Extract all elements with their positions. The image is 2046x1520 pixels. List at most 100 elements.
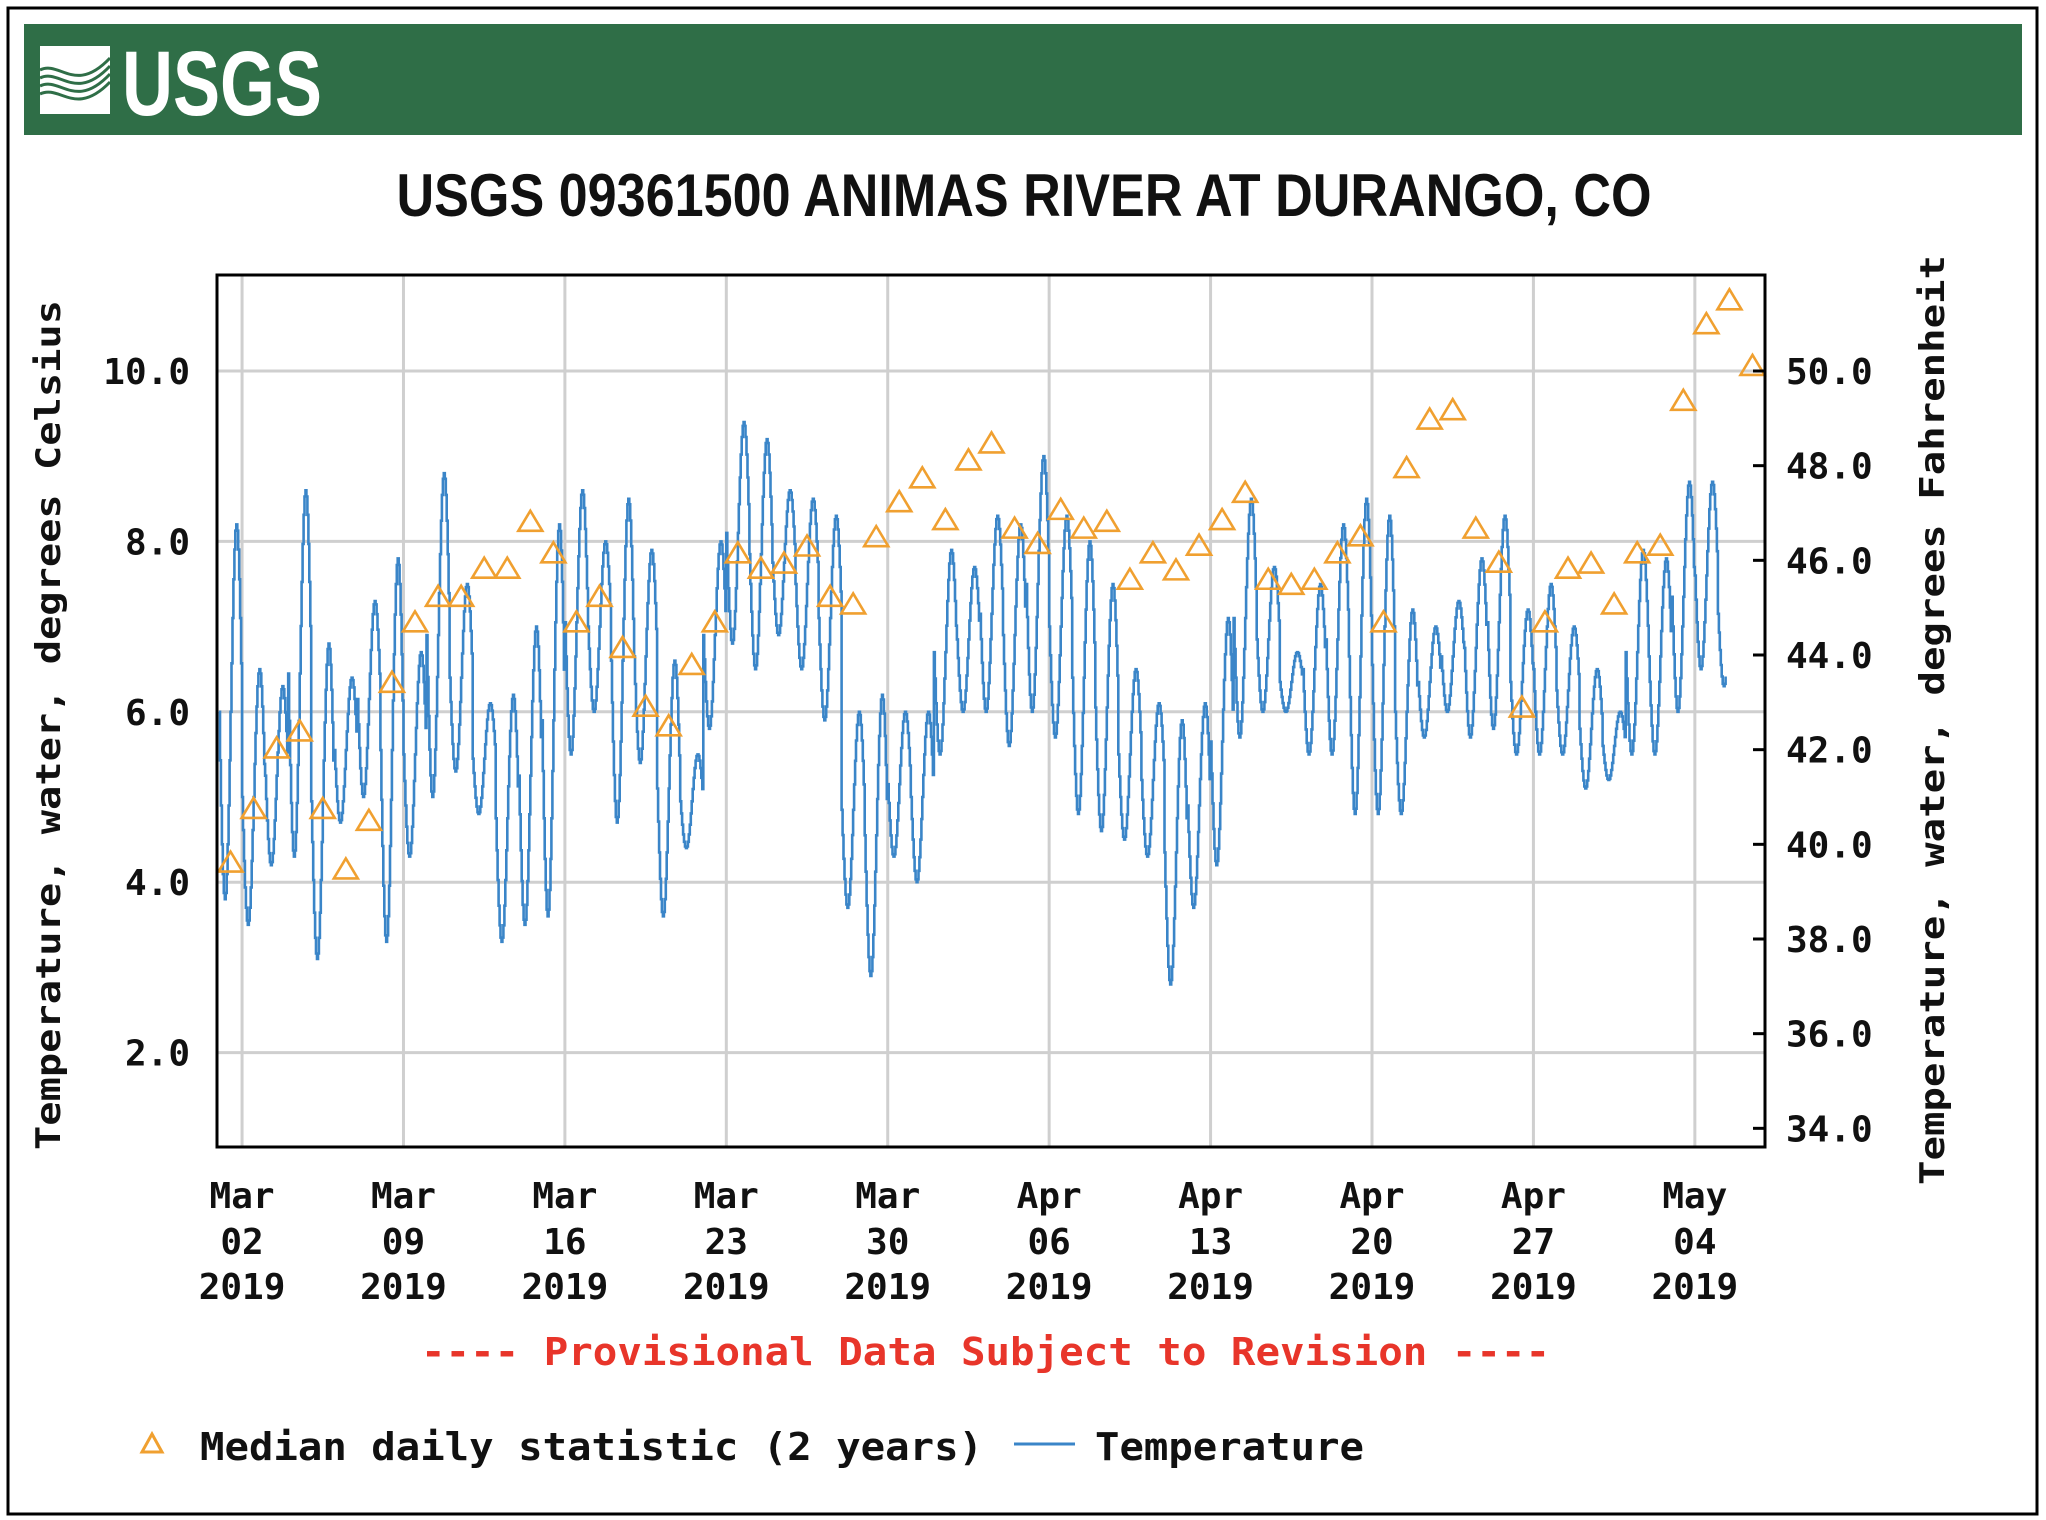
median-point [516,508,545,533]
median-point [792,532,822,557]
median-point [492,555,522,579]
x-tick-label-day: 02 [220,1222,263,1263]
x-tick-label-year: 2019 [1651,1267,1738,1308]
median-point [1092,508,1122,533]
median-point [1392,454,1421,479]
median-point [1576,550,1606,574]
median-point [1161,556,1191,581]
y-tick-label-right: 34.0 [1786,1109,1873,1150]
x-tick-label-day: 13 [1189,1222,1232,1263]
median-point [1645,532,1675,556]
median-point [308,795,338,820]
x-tick-label-month: Mar [532,1176,597,1217]
median-point [1253,566,1283,591]
y-tick-label-left: 2.0 [125,1034,190,1075]
median-point [654,712,683,737]
x-tick-label-year: 2019 [522,1267,609,1308]
x-tick-label-month: Apr [1339,1176,1404,1217]
median-point [746,555,776,579]
median-point [700,608,730,633]
x-tick-label-day: 27 [1512,1222,1555,1263]
median-point [354,807,384,832]
y-tick-label-left: 4.0 [125,863,190,904]
x-tick-label-year: 2019 [1329,1267,1416,1308]
median-point [1669,387,1698,412]
y-tick-label-right: 40.0 [1786,825,1873,866]
median-point [1276,571,1306,596]
median-point [1323,539,1352,564]
median-point [1115,566,1145,591]
legend: Median daily statistic (2 years) Tempera… [139,1425,1364,1469]
median-point [1023,530,1052,555]
median-point [861,523,891,548]
median-point [423,583,453,608]
median-point [1715,286,1744,311]
y-tick-label-right: 46.0 [1786,541,1873,582]
x-tick-label-month: Apr [1178,1176,1243,1217]
median-point [931,506,960,531]
median-point [239,795,268,820]
x-tick-label-year: 2019 [1006,1267,1093,1308]
x-axis-ticks: Mar022019Mar092019Mar162019Mar232019Mar3… [199,1176,1738,1308]
median-point [977,429,1006,454]
median-series [216,286,1767,880]
median-point [469,555,499,579]
median-point [815,583,845,608]
plot-area-border [215,273,1767,1149]
median-point [723,539,753,564]
median-point [1046,496,1075,521]
median-point [285,717,315,742]
median-point [216,849,245,873]
y-tick-label-right: 50.0 [1786,352,1873,393]
usgs-logo: USGS [39,33,322,135]
x-tick-label-day: 09 [382,1222,425,1263]
x-tick-label-year: 2019 [360,1267,447,1308]
median-point [884,488,914,513]
x-tick-label-month: Apr [1501,1176,1566,1217]
legend-label-temperature: Temperature [1095,1425,1364,1469]
median-point [1622,539,1652,564]
y-axis-right-ticks: 34.0 36.0 38.0 40.0 42.0 44.0 46.0 48.0 50.0 [1753,352,1873,1150]
legend-label-median: Median daily statistic (2 years) [200,1425,983,1469]
x-tick-label-day: 06 [1027,1222,1070,1263]
x-tick-label-day: 30 [866,1222,909,1263]
median-point [1346,522,1375,547]
median-point [1530,608,1560,633]
median-point [377,669,407,694]
x-tick-label-month: May [1662,1176,1727,1217]
median-point [1230,479,1260,504]
y-axis-left-title: Temperature, water, degrees Celsius [29,300,69,1150]
temperature-series [218,420,1727,986]
median-point [400,608,430,633]
x-tick-label-day: 16 [543,1222,586,1263]
median-point [539,539,568,564]
median-point [1138,539,1168,564]
y-tick-label-right: 38.0 [1786,920,1873,961]
x-tick-label-day: 23 [705,1222,748,1263]
usgs-logo-text: USGS [122,33,322,135]
x-tick-label-month: Apr [1017,1176,1082,1217]
provisional-annotation: ---- Provisional Data Subject to Revisio… [421,1330,1550,1374]
median-point [1069,515,1099,539]
x-tick-label-year: 2019 [844,1267,931,1308]
median-point [838,590,868,615]
y-tick-label-right: 48.0 [1786,447,1873,488]
median-point [1553,555,1583,579]
usgs-wave-icon [39,46,112,114]
median-point [262,734,291,759]
median-point [1738,352,1767,377]
legend-triangle-icon [139,1430,165,1454]
x-tick-label-year: 2019 [683,1267,770,1308]
median-point [1461,515,1491,539]
y-axis-right-title: Temperature, water, degrees Fahrenheit [1913,255,1953,1185]
median-point [908,464,937,489]
x-tick-label-year: 2019 [199,1267,286,1308]
median-point [1484,549,1514,573]
median-point [585,583,614,608]
median-point [631,693,660,717]
median-point [331,855,361,880]
x-tick-label-year: 2019 [1167,1267,1254,1308]
median-point [1207,506,1237,531]
median-point [1000,515,1029,539]
median-point [1438,396,1468,421]
